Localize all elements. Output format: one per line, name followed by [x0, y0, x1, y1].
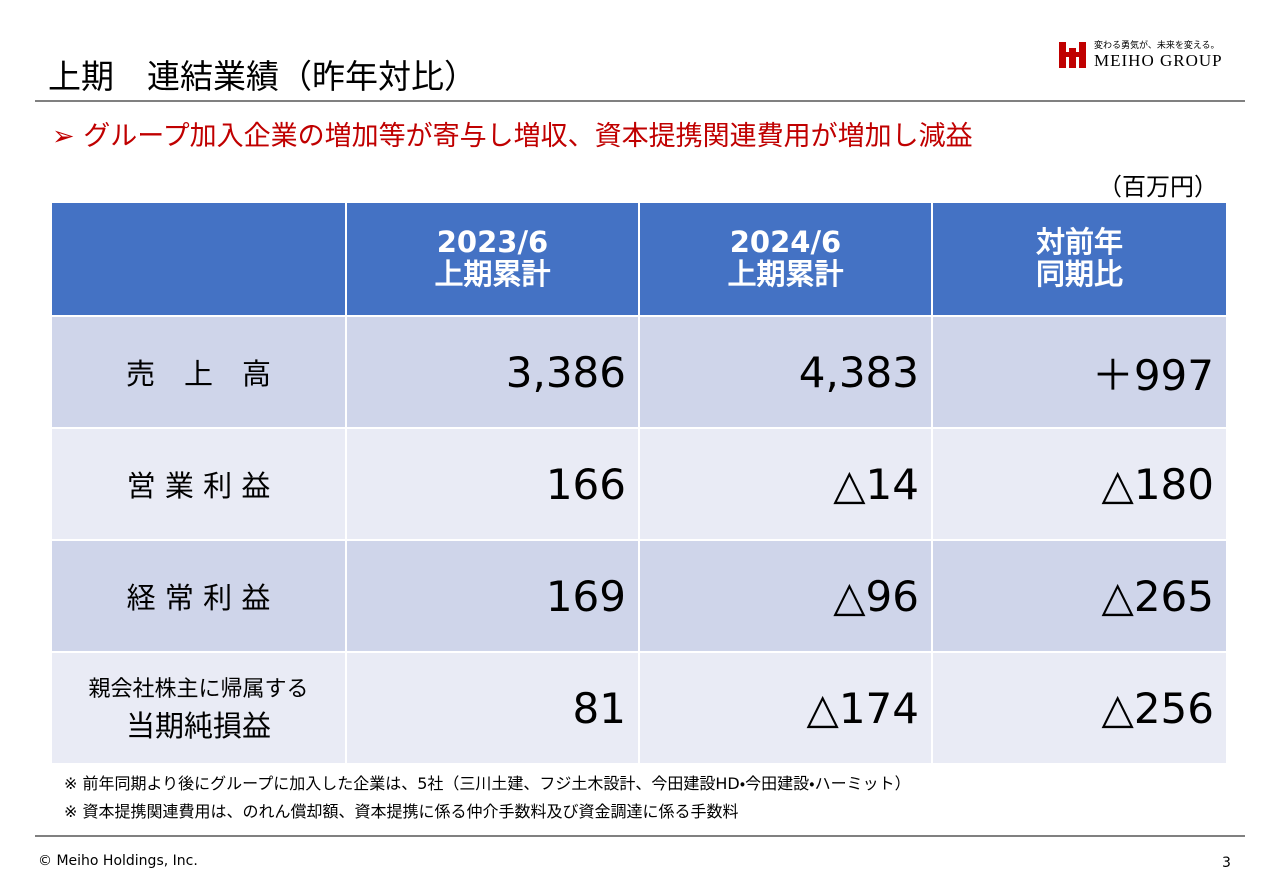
row-label: 経 常 利 益: [52, 541, 345, 651]
header-text: 上期累計: [434, 257, 551, 291]
value-cell: 169: [347, 541, 638, 651]
logo-icon: [1059, 42, 1086, 68]
value-cell: 166: [347, 429, 638, 539]
value-cell: △265: [933, 541, 1226, 651]
value-cell: ＋997: [933, 317, 1226, 427]
row-label-text: 経 常 利 益: [126, 581, 271, 615]
row-label-text: 売 上 高: [125, 357, 271, 391]
subtitle: ➢ グループ加入企業の増加等が寄与し増収、資本提携関連費用が増加し減益: [52, 121, 973, 152]
value-cell: △180: [933, 429, 1226, 539]
header-text: 2023/6: [436, 225, 549, 260]
header-text: 対前年: [1035, 225, 1123, 260]
header-text: 同期比: [1035, 257, 1123, 291]
value-cell: △96: [640, 541, 931, 651]
note: ※ 資本提携関連費用は、のれん償却額、資本提携に係る仲介手数料及び資金調達に係る…: [64, 802, 739, 821]
value-cell: 81: [347, 653, 638, 763]
header-cell: 2023/6 上期累計: [347, 203, 638, 315]
copyright: © Meiho Holdings, Inc.: [38, 853, 198, 869]
page-number: 3: [1222, 855, 1231, 871]
row-label-text: 当期純損益: [125, 709, 271, 743]
row-label-text: 営 業 利 益: [126, 469, 271, 503]
row-label: 売 上 高: [52, 317, 345, 427]
header-cell: 2024/6 上期累計: [640, 203, 931, 315]
row-label-text: 親会社株主に帰属する: [88, 677, 309, 702]
header-text: 2024/6: [729, 225, 842, 260]
header-cell: 対前年 同期比: [933, 203, 1226, 315]
row-label: 営 業 利 益: [52, 429, 345, 539]
divider: [35, 835, 1245, 837]
header-cell: [52, 203, 345, 315]
notes: ※ 前年同期より後にグループに加入した企業は、5社（三川土建、フジ土木設計、今田…: [64, 770, 911, 826]
header-text: 上期累計: [727, 257, 844, 291]
value-cell: 4,383: [640, 317, 931, 427]
results-table: 2023/6 上期累計 2024/6 上期累計 対前年 同期比売 上 高 3,386 4,38…: [52, 203, 1226, 763]
divider: [35, 100, 1245, 102]
row-label: 親会社株主に帰属する当期純損益: [52, 653, 345, 763]
note: ※ 前年同期より後にグループに加入した企業は、5社（三川土建、フジ土木設計、今田…: [64, 774, 911, 793]
value-cell: △14: [640, 429, 931, 539]
value-cell: △174: [640, 653, 931, 763]
value-cell: △256: [933, 653, 1226, 763]
logo: 変わる勇気が、未来を変える。 MEIHO GROUP: [1058, 38, 1248, 74]
logo-brand: MEIHO GROUP: [1094, 51, 1223, 70]
logo-tagline: 変わる勇気が、未来を変える。: [1094, 41, 1220, 51]
value-cell: 3,386: [347, 317, 638, 427]
title: 上期 連結業績（昨年対比）: [48, 57, 477, 96]
unit-label: （百万円）: [1098, 173, 1218, 201]
